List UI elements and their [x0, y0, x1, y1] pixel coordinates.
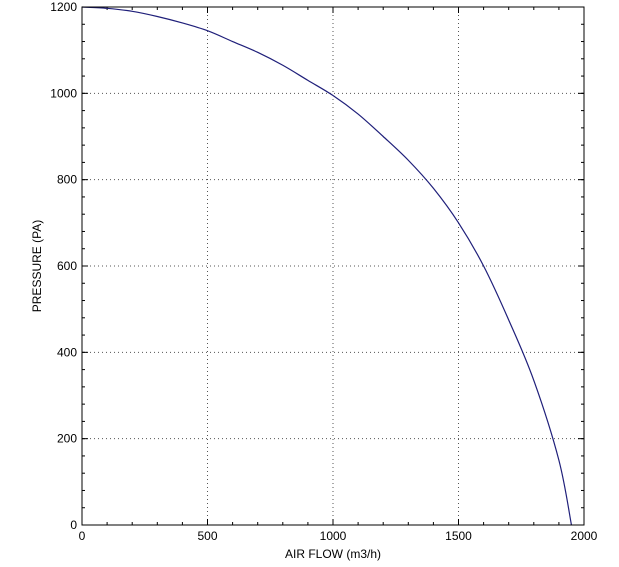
- x-tick-label: 1500: [445, 529, 472, 543]
- y-tick-label: 1000: [50, 86, 77, 100]
- y-tick-label: 0: [70, 518, 77, 532]
- y-tick-label: 600: [57, 259, 77, 273]
- plot-frame: [81, 6, 585, 526]
- air-flow-pressure-curve: [81, 6, 573, 526]
- x-axis-label: AIR FLOW (m3/h): [285, 547, 381, 561]
- x-tick-label: 1000: [320, 529, 347, 543]
- x-tick-label: 500: [197, 529, 217, 543]
- y-axis-label: PRESSURE (PA): [30, 220, 44, 312]
- y-tick-label: 400: [57, 345, 77, 359]
- y-tick-label: 200: [57, 432, 77, 446]
- x-tick-label: 2000: [571, 529, 598, 543]
- y-tick-label: 800: [57, 173, 77, 187]
- x-tick-labels: 0 500 1000 1500 2000: [79, 529, 598, 543]
- x-tick-label: 0: [79, 529, 86, 543]
- y-tick-labels: 0 200 400 600 800 1000 1200: [50, 0, 77, 532]
- grid-lines: [82, 7, 584, 525]
- y-tick-label: 1200: [50, 0, 77, 14]
